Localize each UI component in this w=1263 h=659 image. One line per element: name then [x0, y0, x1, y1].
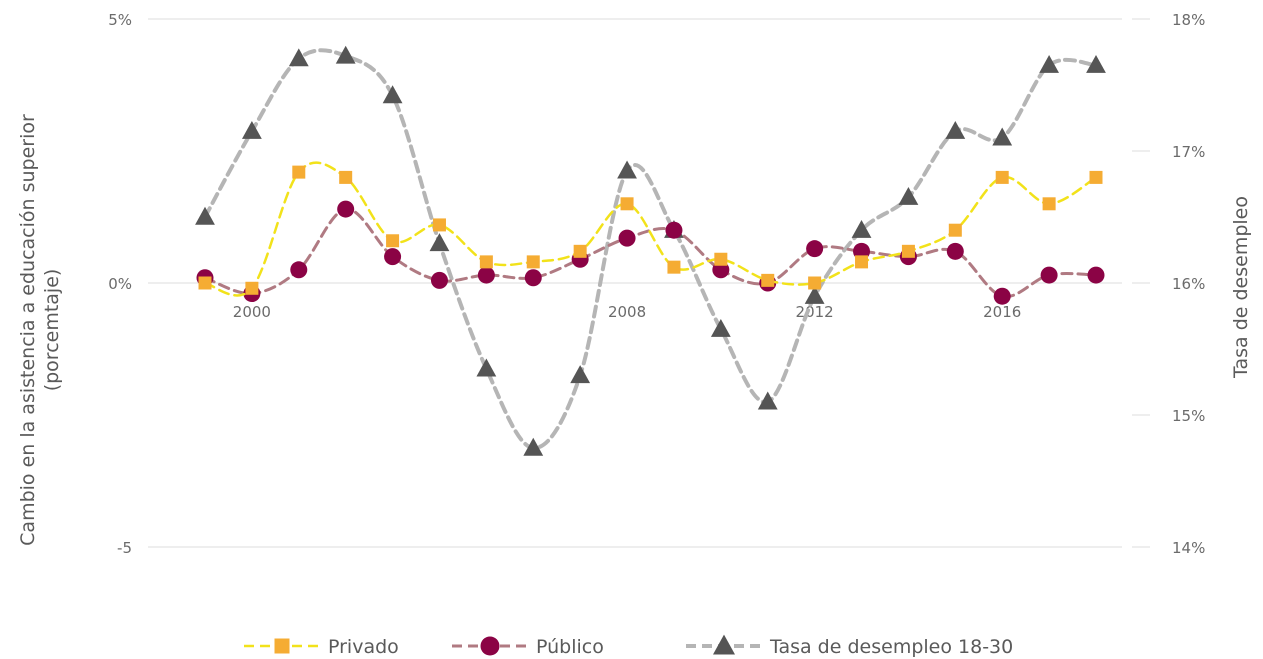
data-point-circle — [806, 240, 824, 258]
data-point-square — [1089, 170, 1103, 184]
legend-label: Privado — [328, 636, 399, 658]
data-point-circle — [337, 200, 355, 218]
data-point-triangle — [195, 206, 215, 225]
x-tick-label: 2000 — [233, 303, 271, 321]
y-axis-title: Cambio en la asistencia a educación supe… — [17, 114, 63, 546]
data-point-square — [292, 165, 306, 179]
data-point-square — [761, 273, 775, 287]
data-point-square — [274, 638, 290, 654]
data-point-circle — [430, 271, 448, 289]
data-point-triangle — [898, 186, 919, 205]
data-point-circle — [1087, 266, 1105, 284]
data-point-circle — [480, 636, 500, 656]
data-point-triangle — [1086, 54, 1106, 73]
data-point-square — [901, 244, 915, 258]
y2-tick-label: 15% — [1172, 407, 1205, 425]
data-point-circle — [993, 287, 1011, 305]
y-axis-ticks: 5% 0% -5 — [108, 11, 132, 557]
y2-axis-ticks: 18% 17% 16% 15% 14% — [1132, 11, 1205, 557]
legend-item: Privado — [244, 636, 399, 658]
series-triangle — [195, 45, 1106, 456]
data-point-square — [386, 234, 400, 248]
x-axis-ticks: 2000 2008 2012 2016 — [233, 303, 1022, 321]
data-point-square — [855, 255, 869, 269]
y2-tick-label: 16% — [1172, 275, 1205, 293]
data-point-triangle — [713, 634, 735, 655]
data-point-circle — [618, 229, 636, 247]
data-point-square — [245, 281, 259, 295]
data-point-circle — [477, 266, 495, 284]
data-point-circle — [524, 269, 542, 287]
data-point-circle — [665, 221, 683, 239]
data-point-triangle — [851, 219, 872, 238]
data-point-triangle — [804, 285, 825, 304]
data-point-square — [714, 252, 728, 266]
y2-tick-label: 18% — [1172, 11, 1205, 29]
y2-tick-label: 14% — [1172, 539, 1205, 557]
data-point-triangle — [476, 358, 497, 377]
data-point-triangle — [617, 160, 637, 179]
gridlines — [148, 18, 1122, 548]
data-point-square — [667, 260, 681, 274]
legend-label: Tasa de desempleo 18-30 — [769, 636, 1013, 658]
series-layer — [195, 45, 1106, 456]
data-point-triangle — [382, 85, 403, 104]
data-point-triangle — [945, 120, 966, 139]
series-square — [198, 161, 1103, 297]
data-point-square — [526, 255, 540, 269]
data-point-square — [620, 197, 634, 211]
data-point-circle — [1040, 266, 1058, 284]
data-point-square — [479, 255, 493, 269]
x-tick-label: 2008 — [608, 303, 646, 321]
x-tick-label: 2012 — [796, 303, 834, 321]
series-line — [203, 48, 1098, 450]
data-point-triangle — [288, 48, 309, 67]
y-tick-label: 0% — [108, 275, 132, 293]
data-point-triangle — [757, 391, 778, 410]
data-point-square — [339, 170, 353, 184]
legend-item: Público — [452, 636, 604, 658]
data-point-circle — [290, 261, 308, 279]
data-point-circle — [946, 242, 964, 260]
data-point-triangle — [992, 127, 1013, 146]
legend: Privado Público Tasa de desempleo 18-30 — [244, 634, 1013, 658]
data-point-square — [995, 170, 1009, 184]
data-point-square — [808, 276, 822, 290]
data-point-triangle — [523, 437, 544, 456]
data-point-triangle — [1039, 54, 1060, 73]
y2-tick-label: 17% — [1172, 143, 1205, 161]
data-point-square — [948, 223, 962, 237]
legend-item: Tasa de desempleo 18-30 — [686, 634, 1013, 658]
data-point-square — [573, 244, 587, 258]
data-point-triangle — [429, 233, 450, 252]
data-point-square — [198, 276, 212, 290]
data-point-triangle — [335, 45, 356, 64]
data-point-circle — [384, 248, 402, 266]
data-point-triangle — [241, 120, 262, 139]
y-tick-label: 5% — [108, 11, 132, 29]
y2-axis-title: Tasa de desempleo — [1230, 196, 1252, 379]
data-point-square — [432, 218, 446, 232]
y-tick-label: -5 — [117, 539, 132, 557]
x-tick-label: 2016 — [983, 303, 1021, 321]
legend-label: Público — [536, 636, 604, 658]
data-point-triangle — [570, 365, 591, 384]
data-point-triangle — [710, 318, 731, 337]
data-point-square — [1042, 197, 1056, 211]
